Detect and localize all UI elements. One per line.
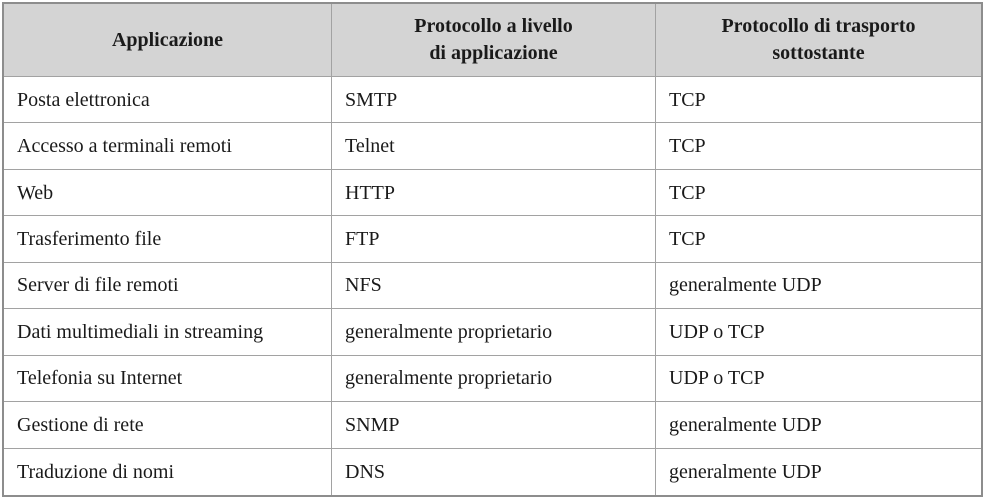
cell-app-protocol: generalmente proprietario [332, 355, 656, 403]
cell-application: Posta elettronica [4, 77, 332, 124]
column-header-protocollo-trasporto: Protocollo di trasporto sottostante [656, 4, 981, 77]
cell-application: Dati multimediali in streaming [4, 309, 332, 356]
cell-app-protocol: HTTP [332, 169, 656, 217]
cell-transport-protocol: generalmente UDP [656, 263, 981, 310]
cell-app-protocol: Telnet [332, 123, 656, 170]
cell-application: Accesso a terminali remoti [4, 123, 332, 170]
cell-transport-protocol: generalmente UDP [669, 460, 822, 483]
cell-transport-protocol: UDP o TCP [656, 309, 981, 356]
cell-transport-protocol: UDP o TCP [656, 356, 981, 403]
cell-application: Server di file remoti [4, 262, 332, 310]
cell-application: Trasferimento file [4, 216, 332, 263]
cell-app-protocol: SMTP [332, 77, 656, 124]
cell-app-protocol: SNMP [332, 402, 656, 449]
cell-application: Web [4, 169, 332, 217]
cell-transport-protocol: generalmente UDP [656, 402, 981, 449]
cell-transport-protocol: TCP [656, 123, 981, 170]
cell-transport-protocol: TCP [656, 170, 981, 217]
cell-app-protocol: FTP [332, 216, 656, 263]
cell-application: Gestione di rete [4, 402, 332, 449]
cell-app-protocol: generalmente proprietario [332, 309, 656, 356]
cell-app-protocol: NFS [332, 262, 656, 310]
cell-application: Telefonia su Internet [4, 355, 332, 403]
cell-transport-protocol: TCP [656, 216, 981, 263]
cell-transport-protocol: TCP [656, 77, 981, 124]
column-header-protocollo-applicazione: Protocollo a livello di applicazione [332, 4, 656, 77]
column-header-applicazione: Applicazione [4, 4, 332, 77]
cell-application: Traduzione di nomi [4, 448, 332, 495]
cell-app-protocol: DNS [332, 448, 656, 495]
